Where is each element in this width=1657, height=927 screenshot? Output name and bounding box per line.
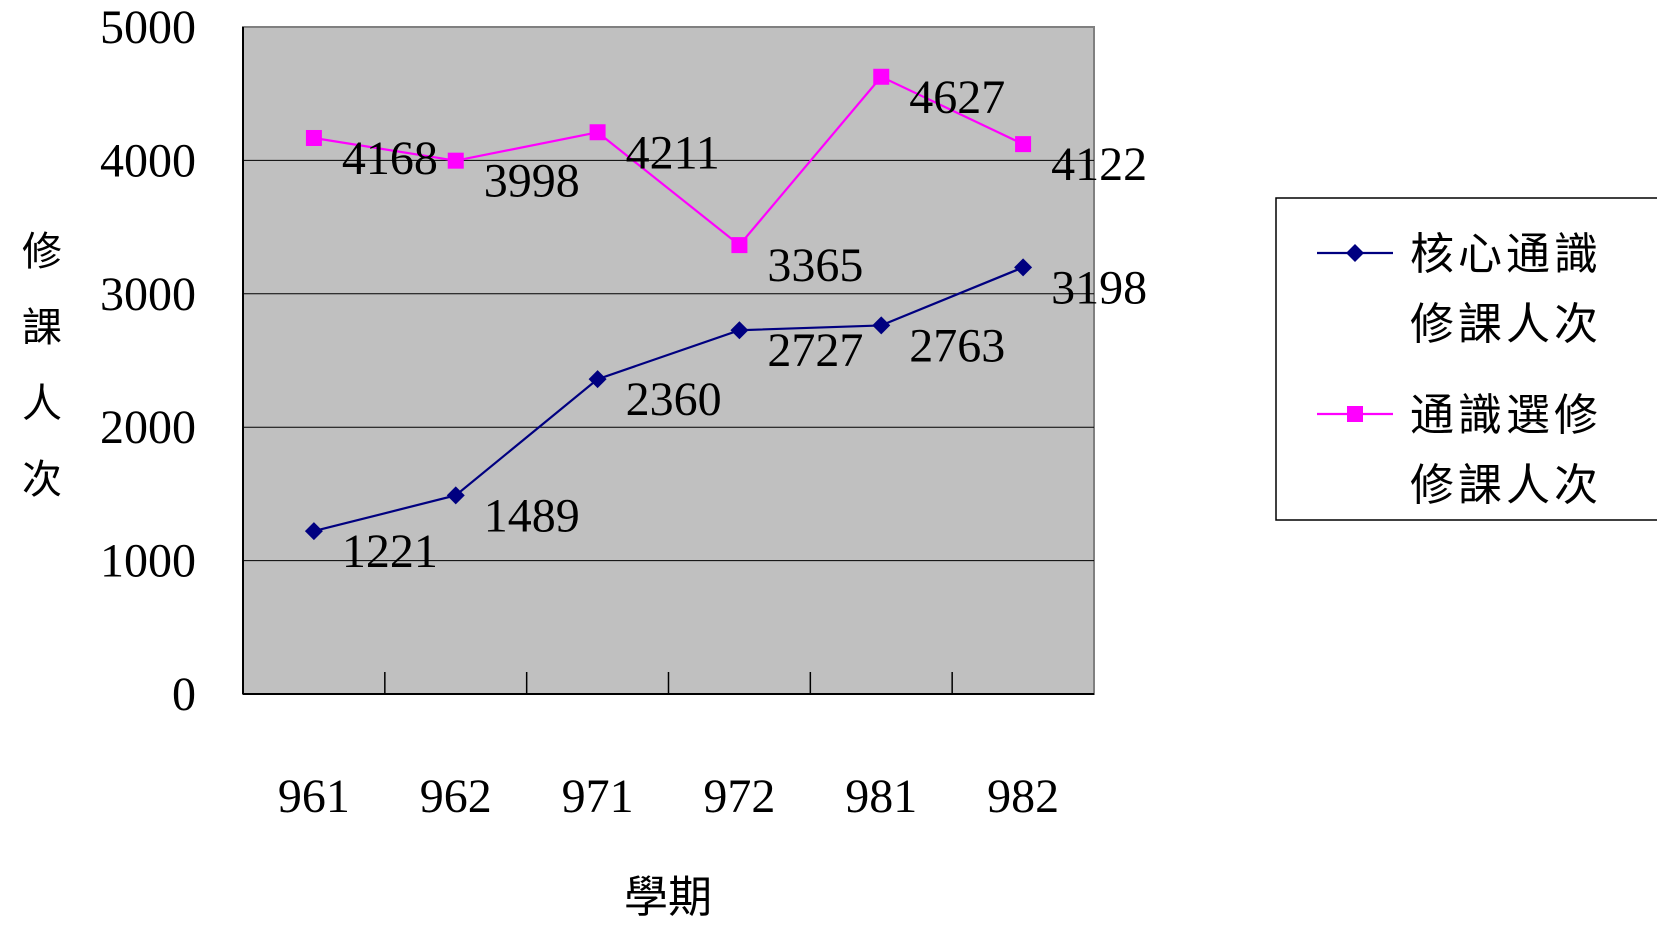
gridlines (243, 159, 1094, 694)
x-tick-label: 971 (562, 770, 634, 823)
data-label: 1221 (342, 525, 438, 578)
y-tick-label: 3000 (100, 268, 196, 321)
data-label: 2763 (909, 319, 1005, 372)
data-label: 4627 (909, 71, 1005, 124)
y-tick-label: 4000 (100, 134, 196, 187)
series-line (313, 75, 1024, 247)
y-tick-labels: 0 1000 2000 3000 4000 5000 (100, 1, 196, 721)
legend-label: 通識選修 (1410, 390, 1602, 441)
data-point (446, 486, 465, 505)
data-point (1015, 136, 1032, 153)
y-tick-label: 2000 (100, 401, 196, 454)
data-point (730, 321, 749, 340)
data-labels: 1221 1489 2360 2727 2763 3198 4168 3998 4211 3365… (342, 71, 1147, 578)
data-point (304, 522, 323, 541)
legend-label: 修課人次 (1410, 299, 1602, 350)
y-tick-label: 1000 (100, 535, 196, 588)
y-tick-label: 5000 (100, 1, 196, 54)
series (304, 68, 1033, 541)
x-tick-label: 981 (845, 770, 917, 823)
data-label: 3198 (1051, 261, 1147, 314)
data-label: 4211 (626, 126, 720, 179)
data-label: 4122 (1051, 138, 1147, 191)
series-line (313, 266, 1024, 533)
data-point (731, 237, 748, 254)
data-label: 4168 (342, 132, 438, 185)
data-point (873, 68, 890, 85)
x-axis-label: 學期 (624, 872, 712, 923)
data-point (872, 316, 891, 335)
x-tick-label: 972 (703, 770, 775, 823)
legend-marker (1347, 406, 1363, 422)
y-tick-label: 0 (172, 668, 196, 721)
x-tick-label: 961 (278, 770, 350, 823)
data-point (447, 152, 464, 169)
data-label: 2727 (767, 324, 863, 377)
data-label: 2360 (626, 373, 722, 426)
data-point (589, 124, 606, 141)
plot-area (242, 26, 1095, 695)
data-label: 3998 (484, 155, 580, 208)
data-label: 3365 (767, 239, 863, 292)
legend-label: 核心通識 (1410, 229, 1602, 280)
legend-marker (1346, 244, 1364, 262)
y-axis-label: 修課人次 (22, 229, 62, 503)
x-tick-labels: 961 962 971 972 981 982 (278, 770, 1059, 823)
data-point (1014, 258, 1033, 277)
legend-label: 修課人次 (1410, 460, 1602, 511)
data-point (305, 129, 322, 146)
data-point (588, 370, 607, 389)
x-tick-label: 962 (420, 770, 492, 823)
data-label: 1489 (484, 489, 580, 542)
x-tick-label: 982 (987, 770, 1059, 823)
legend-box (1275, 197, 1657, 521)
